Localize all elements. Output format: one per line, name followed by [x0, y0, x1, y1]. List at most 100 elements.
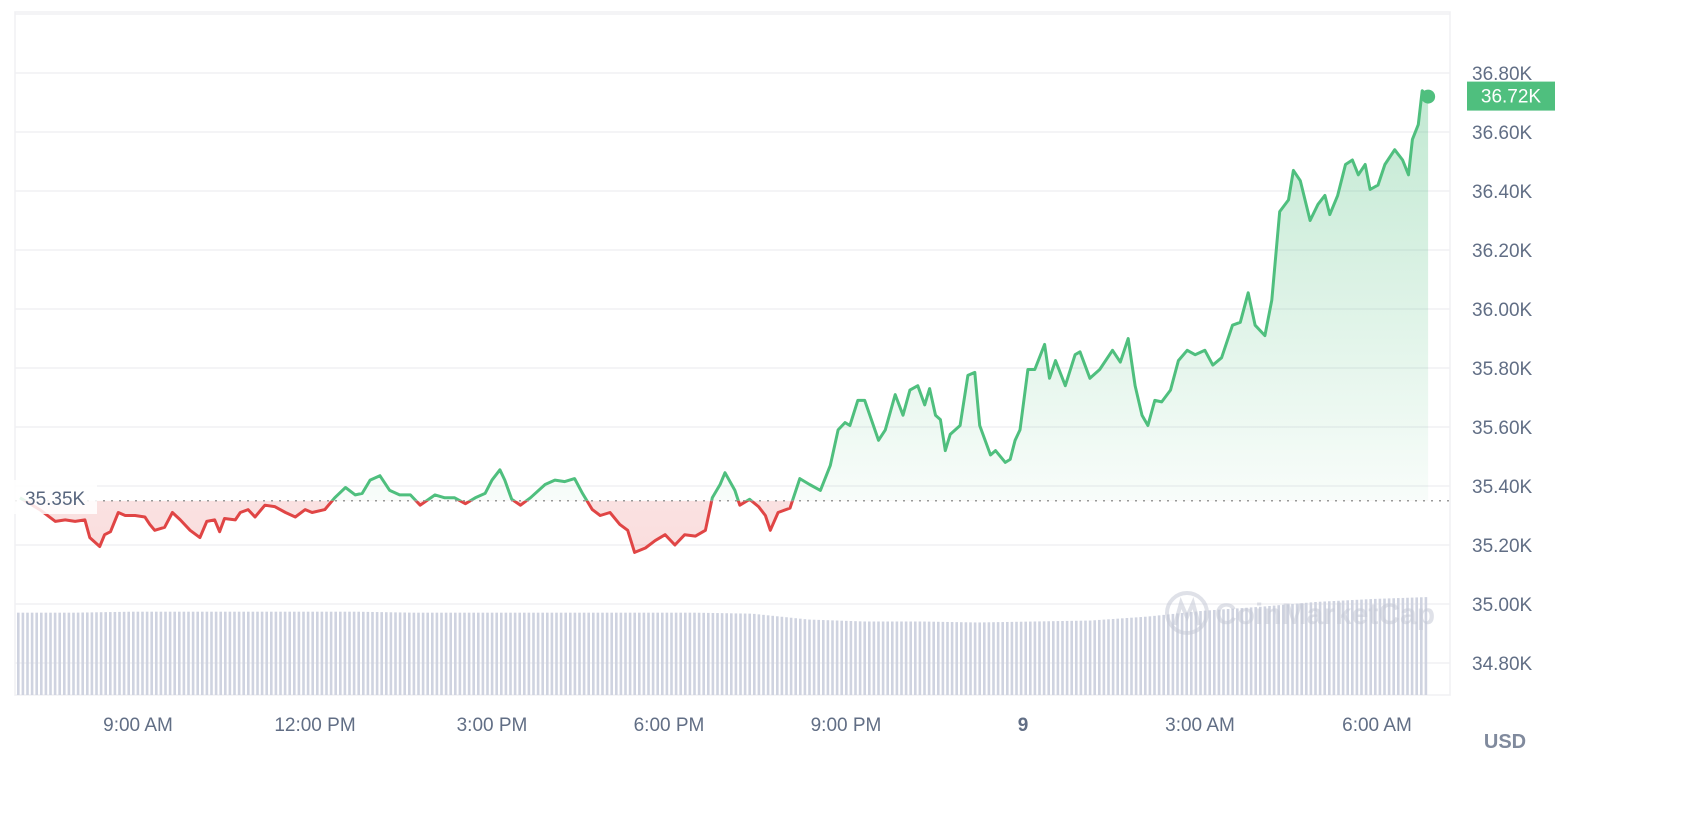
volume-bar	[1291, 603, 1294, 695]
volume-bar	[826, 620, 830, 695]
volume-bar	[987, 622, 991, 695]
volume-bar	[408, 612, 411, 695]
x-tick-label: 9:00 PM	[811, 715, 882, 736]
volume-bar	[1088, 620, 1092, 695]
volume-bar	[868, 621, 871, 695]
volume-bar	[900, 621, 903, 695]
volume-bar	[1176, 613, 1179, 695]
volume-bar	[845, 620, 848, 695]
volume-bar	[30, 612, 34, 695]
volume-bar	[541, 612, 544, 695]
volume-bar	[1245, 607, 1248, 695]
volume-bar	[509, 612, 512, 695]
volume-bar	[1360, 599, 1363, 695]
currency-label: USD	[1484, 731, 1526, 753]
volume-bar	[670, 612, 673, 695]
volume-bar	[325, 611, 328, 695]
volume-bar	[518, 612, 521, 695]
volume-bar	[1401, 597, 1405, 695]
y-tick-label: 36.20K	[1472, 241, 1533, 262]
reference-label-bg	[12, 480, 97, 514]
volume-bar	[1318, 601, 1322, 695]
volume-bar	[366, 611, 370, 695]
volume-bar	[1038, 621, 1041, 695]
volume-bar	[587, 612, 590, 695]
volume-bar	[224, 611, 227, 695]
volume-bar	[780, 616, 784, 695]
volume-bar	[1061, 621, 1064, 695]
volume-bar	[458, 612, 462, 695]
volume-bar	[1337, 600, 1340, 695]
volume-bar	[90, 612, 94, 695]
volume-bar	[311, 611, 314, 695]
volume-bar	[886, 621, 889, 695]
volume-bar	[1130, 617, 1133, 695]
volume-bar	[748, 613, 751, 695]
volume-bar	[1153, 615, 1156, 695]
volume-bar	[1019, 621, 1023, 695]
volume-bar	[895, 621, 899, 695]
volume-bar	[44, 612, 48, 695]
volume-bar	[1042, 621, 1046, 695]
volume-bar	[973, 622, 977, 695]
volume-bar	[481, 612, 485, 695]
volume-bar	[684, 612, 687, 695]
volume-bar	[1236, 608, 1239, 695]
volume-bar	[1199, 611, 1202, 695]
volume-bar	[803, 619, 807, 695]
volume-bar	[504, 612, 508, 695]
volume-bar	[122, 611, 126, 695]
volume-bar	[1364, 599, 1368, 695]
volume-bar	[444, 612, 448, 695]
volume-bar	[435, 612, 439, 695]
volume-bar	[1047, 621, 1050, 695]
volume-bar	[1263, 606, 1267, 695]
volume-bar	[219, 611, 222, 695]
volume-bar	[550, 612, 554, 695]
volume-bar	[909, 621, 912, 695]
volume-bar	[937, 621, 940, 695]
volume-bar	[182, 611, 186, 695]
volume-bar	[214, 611, 218, 695]
volume-bar	[978, 622, 981, 695]
volume-bar	[95, 612, 98, 695]
volume-bar	[1079, 620, 1083, 695]
volume-bar	[421, 612, 425, 695]
volume-bar	[49, 612, 52, 695]
y-axis: 34.80K 35.00K 35.20K 35.40K 35.60K 35.80K 36.0…	[1472, 64, 1533, 675]
volume-bar	[1328, 601, 1331, 695]
volume-bar	[918, 621, 922, 695]
volume-bar	[771, 615, 774, 695]
volume-bar	[730, 613, 733, 695]
volume-bar	[155, 611, 158, 695]
volume-bar	[1111, 618, 1115, 695]
volume-bar	[1125, 618, 1129, 695]
volume-bar	[831, 620, 834, 695]
volume-bar	[1282, 604, 1285, 695]
volume-bar	[1208, 610, 1211, 695]
x-tick-label: 9	[1018, 715, 1029, 736]
volume-bar	[914, 621, 917, 695]
volume-bar	[113, 611, 117, 695]
volume-bar	[1167, 614, 1170, 695]
reference-price-label: 35.35K	[25, 489, 86, 510]
volume-bar	[17, 612, 20, 695]
volume-bar	[697, 612, 701, 695]
volume-bar	[132, 611, 135, 695]
volume-bar	[1272, 605, 1276, 695]
volume-bar	[739, 613, 742, 695]
volume-bar	[274, 611, 278, 695]
volume-bar	[343, 611, 347, 695]
volume-bar	[564, 612, 567, 695]
x-tick-label: 6:00 PM	[634, 715, 705, 736]
volume-bar	[339, 611, 342, 695]
y-tick-label: 36.80K	[1472, 64, 1533, 85]
volume-bar	[1001, 622, 1004, 695]
volume-bar	[205, 611, 209, 695]
volume-bar	[1148, 616, 1152, 695]
volume-bar	[104, 612, 107, 695]
x-tick-label: 3:00 AM	[1165, 715, 1235, 736]
volume-bar	[1190, 612, 1193, 695]
volume-bar	[619, 612, 623, 695]
volume-bar	[118, 611, 121, 695]
